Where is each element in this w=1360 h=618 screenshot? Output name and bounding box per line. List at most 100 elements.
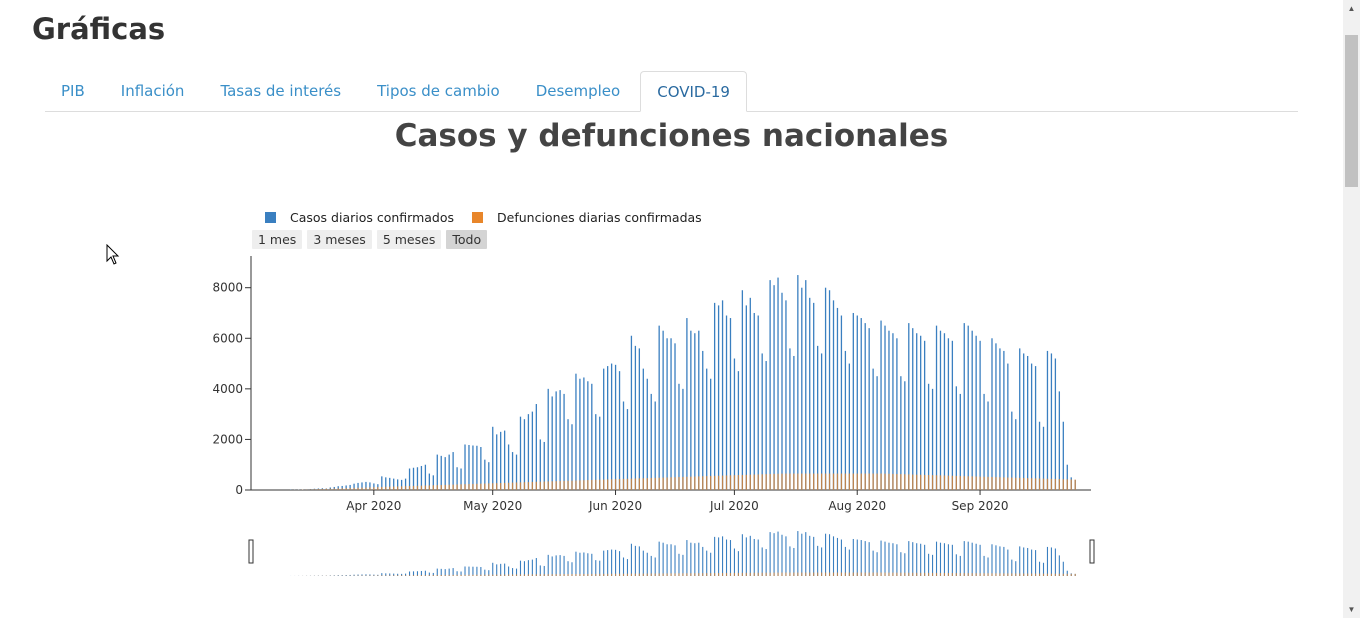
x-tick-label: Aug 2020 (828, 499, 886, 513)
case-bar (373, 483, 375, 490)
nav-death-bar (424, 575, 426, 576)
nav-case-bar (555, 555, 557, 576)
nav-case-bar (523, 561, 525, 576)
nav-case-bar (963, 541, 965, 576)
death-bar (610, 479, 613, 490)
case-bar (460, 468, 462, 490)
nav-death-bar (773, 572, 775, 576)
case-bar (511, 452, 514, 490)
case-bar (686, 318, 688, 490)
death-bar (432, 485, 434, 490)
y-tick-label: 6000 (212, 331, 243, 345)
nav-case-bar (1042, 562, 1045, 576)
case-bar (412, 467, 415, 490)
nav-death-bar (971, 573, 973, 576)
death-bar (622, 478, 625, 490)
nav-death-bar (658, 573, 660, 576)
death-bar (690, 476, 692, 490)
tab-tasas-de-interes[interactable]: Tasas de interés (220, 82, 342, 100)
mouse-pointer-icon (106, 244, 120, 265)
case-bar (365, 481, 367, 490)
case-bar (666, 338, 668, 490)
death-bar (860, 473, 862, 490)
death-bar (749, 474, 751, 490)
nav-death-bar (884, 572, 886, 576)
case-bar (607, 366, 609, 490)
nav-death-bar (531, 574, 533, 576)
range-todo-button[interactable]: Todo (446, 230, 488, 249)
death-bar (920, 474, 922, 490)
case-bar (634, 345, 637, 490)
death-bar (448, 484, 450, 490)
nav-death-bar (401, 575, 403, 576)
case-bar (654, 401, 656, 490)
range-1-mes-button[interactable]: 1 mes (252, 230, 303, 249)
nav-death-bar (999, 573, 1001, 576)
death-bar (607, 479, 609, 490)
nav-case-bar (753, 538, 755, 576)
nav-case-bar (397, 573, 399, 576)
case-bar (943, 333, 946, 490)
range-3-meses-button[interactable]: 3 meses (307, 230, 372, 249)
case-bar (702, 350, 704, 490)
nav-case-bar (591, 553, 593, 576)
death-bar (345, 488, 347, 490)
nav-death-bar (828, 572, 831, 576)
nav-death-bar (551, 574, 553, 576)
nav-death-bar (381, 575, 383, 576)
nav-death-bar (920, 572, 922, 576)
death-bar (377, 487, 379, 490)
case-bar (361, 482, 363, 490)
range-navigator[interactable] (248, 531, 1095, 576)
tab-tipos-de-cambio[interactable]: Tipos de cambio (377, 82, 500, 100)
range-5-meses-button[interactable]: 5 meses (376, 230, 442, 249)
nav-case-bar (508, 566, 510, 576)
page-scrollbar[interactable]: ▲ ▼ (1343, 0, 1360, 618)
tab-inflacion[interactable]: Inflación (120, 82, 185, 100)
scroll-thumb[interactable] (1345, 35, 1358, 187)
nav-death-bar (408, 575, 411, 576)
nav-case-bar (880, 540, 882, 576)
nav-death-bar (504, 574, 506, 576)
nav-case-bar (345, 575, 347, 576)
nav-death-bar (868, 572, 870, 576)
tab-desempleo[interactable]: Desempleo (535, 82, 621, 100)
scroll-up-arrow-icon[interactable]: ▲ (1347, 4, 1356, 13)
nav-case-bar (690, 542, 692, 576)
nav-case-bar (801, 533, 803, 576)
case-bar (385, 477, 387, 490)
nav-case-bar (785, 536, 787, 576)
case-bar (1066, 464, 1068, 490)
legend-label-casos: Casos diarios confirmados (290, 210, 455, 225)
nav-death-bar (714, 573, 716, 576)
death-bar (987, 476, 989, 490)
nav-death-bar (690, 573, 692, 576)
scroll-down-arrow-icon[interactable]: ▼ (1347, 605, 1356, 614)
death-bar (662, 477, 664, 490)
death-bar (805, 473, 807, 490)
y-tick-label: 4000 (212, 382, 243, 396)
nav-death-bar (599, 573, 601, 576)
nav-case-bar (484, 569, 486, 576)
legend-item-casos[interactable]: Casos diarios confirmados (265, 210, 454, 225)
nav-case-bar (361, 574, 363, 576)
nav-case-bar (686, 540, 688, 576)
nav-death-bar (1058, 573, 1060, 576)
death-bar (844, 473, 847, 490)
tab-covid-19[interactable]: COVID-19 (640, 71, 747, 112)
nav-death-bar (456, 574, 458, 576)
death-bar (789, 473, 791, 490)
death-bar (646, 478, 648, 490)
case-bar (951, 340, 954, 490)
nav-case-bar (932, 554, 934, 576)
tab-pib[interactable]: PIB (61, 82, 85, 100)
legend-item-defunciones[interactable]: Defunciones diarias confirmadas (472, 210, 702, 225)
case-bar (809, 297, 811, 490)
nav-death-bar (436, 574, 438, 576)
death-bar (436, 485, 438, 490)
death-bar (666, 477, 668, 490)
nav-death-bar (908, 572, 910, 576)
death-bar (555, 481, 557, 490)
nav-case-bar (828, 534, 831, 576)
death-bar (1038, 478, 1041, 490)
